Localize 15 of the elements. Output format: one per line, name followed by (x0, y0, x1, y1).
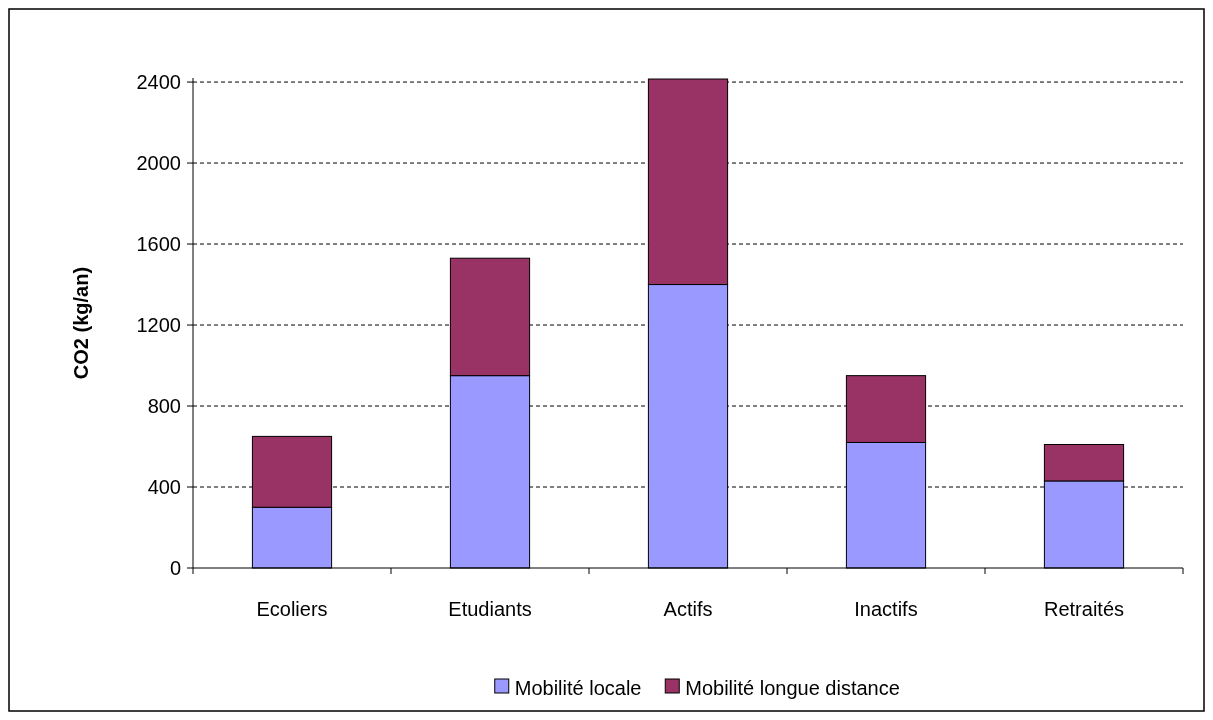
legend-label: Mobilité locale (514, 677, 642, 699)
x-tick-label: Actifs (663, 598, 713, 620)
x-tick-label: Etudiants (448, 598, 532, 620)
y-tick-label: 1200 (136, 314, 181, 337)
y-tick-label: 1600 (136, 233, 181, 256)
y-tick-label: 800 (147, 395, 181, 418)
x-tick-label: Ecoliers (256, 598, 328, 620)
y-tick-label: 400 (147, 476, 181, 499)
legend-label: Mobilité longue distance (685, 677, 900, 699)
x-tick-label: Retraités (1043, 598, 1125, 620)
y-axis-title: CO2 (kg/an) (70, 266, 92, 380)
y-tick-label: 0 (169, 557, 181, 579)
y-tick-label: 2400 (136, 71, 181, 94)
x-tick-label: Inactifs (854, 598, 918, 620)
y-tick-label: 2000 (136, 152, 181, 175)
